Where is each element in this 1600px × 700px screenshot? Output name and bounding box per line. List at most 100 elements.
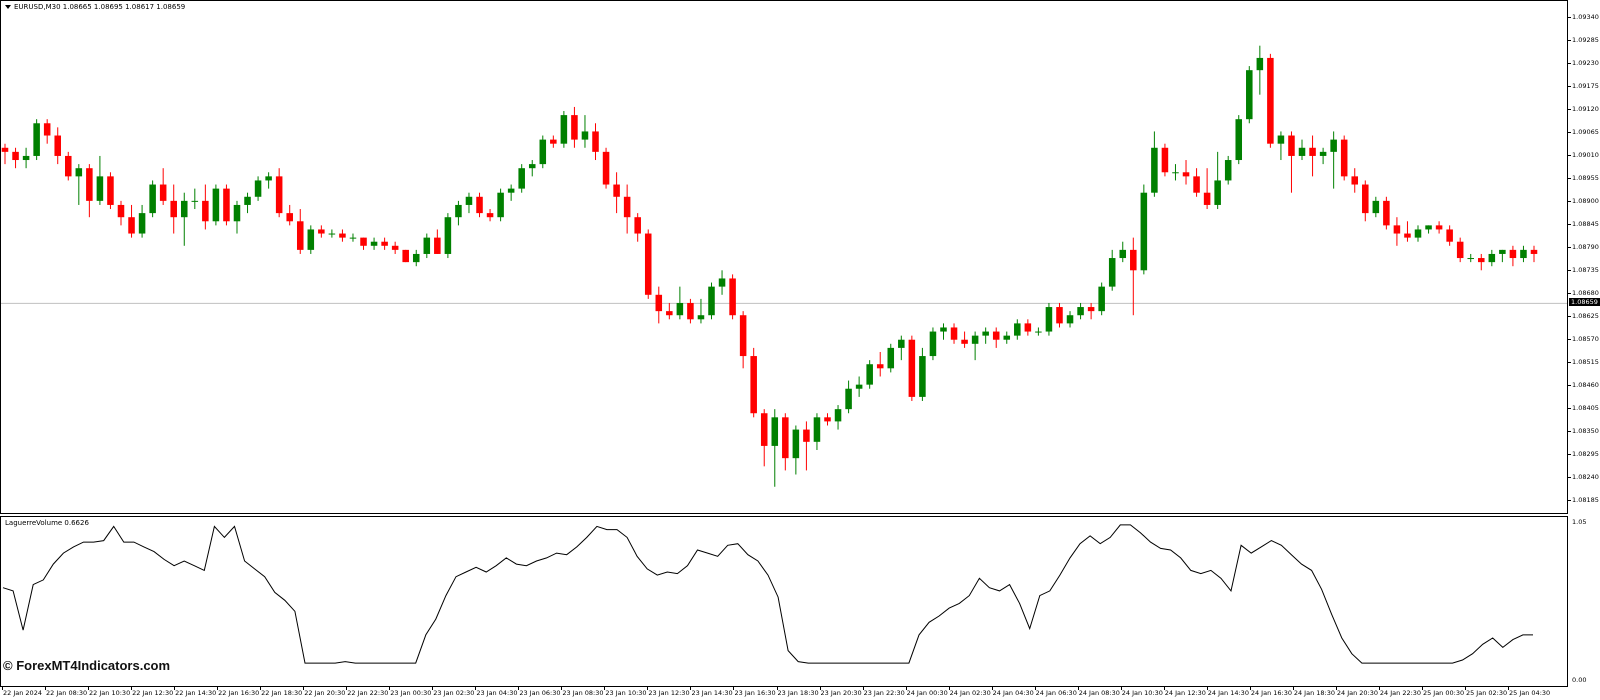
bull-candle-body (455, 204, 462, 218)
time-tick (1421, 687, 1423, 690)
candle (370, 237, 378, 250)
candle (244, 192, 251, 214)
bear-candle-body (1203, 192, 1211, 205)
candle (771, 409, 779, 487)
price-tick-label: 1.08515 (1572, 358, 1599, 366)
time-tick (776, 687, 778, 690)
time-tick-label: 22 Jan 14:30 (175, 689, 217, 697)
candle (528, 160, 536, 177)
candlestick-chart[interactable] (1, 1, 1567, 513)
bull-candle-body (1235, 119, 1243, 161)
bear-candle-body (1267, 57, 1274, 144)
bear-candle-body (1446, 229, 1453, 242)
bear-candle-body (571, 115, 578, 140)
candle (465, 192, 473, 214)
bear-candle-body (876, 364, 884, 369)
candle (1066, 311, 1074, 328)
bear-candle-body (318, 229, 325, 234)
candle (1140, 184, 1148, 275)
candle (834, 405, 842, 430)
candle (1520, 245, 1527, 263)
time-tick-label: 23 Jan 16:30 (734, 689, 776, 697)
candle (655, 286, 663, 324)
candle (1319, 147, 1327, 165)
bear-candle-body (86, 168, 93, 201)
bull-candle-body (528, 164, 536, 169)
time-tick (1120, 687, 1122, 690)
bull-candle-body (212, 188, 220, 222)
price-tick-label: 1.08350 (1572, 427, 1599, 435)
bear-candle-body (666, 311, 673, 316)
bull-candle-body (1224, 160, 1232, 181)
bull-candle-body (813, 417, 821, 442)
laguerre-volume-line-chart[interactable] (1, 517, 1567, 686)
bear-candle-body (170, 200, 177, 218)
candle (708, 282, 715, 320)
candle (1277, 131, 1285, 161)
price-tick-label: 1.08570 (1572, 335, 1599, 343)
price-tick (1568, 408, 1571, 409)
price-axis[interactable]: 1.05 0.00 1.08659 1.09340 1.09285 1.09230 1… (1568, 0, 1600, 687)
bear-candle-body (65, 155, 72, 177)
price-tick (1568, 247, 1571, 248)
bear-candle-body (223, 188, 230, 222)
bear-candle-body (54, 135, 61, 156)
bull-candle-body (1488, 253, 1496, 263)
candle (170, 184, 177, 234)
price-tick-label: 1.08625 (1572, 312, 1599, 320)
bear-candle-body (339, 233, 346, 238)
candle (191, 188, 199, 210)
bull-candle-body (1277, 135, 1285, 144)
time-tick-label: 23 Jan 22:30 (863, 689, 905, 697)
bear-candle-body (1509, 249, 1517, 259)
bear-candle-body (296, 221, 304, 250)
bear-candle-body (644, 233, 652, 295)
bull-candle-body (539, 139, 547, 165)
main-chart-title: EURUSD,M30 1.08665 1.08695 1.08617 1.086… (5, 3, 185, 12)
candle (159, 168, 167, 205)
candle (1383, 196, 1390, 230)
bear-candle-body (824, 417, 831, 422)
candle (845, 380, 852, 414)
indicator-pane[interactable]: LaguerreVolume 0.6626 (0, 516, 1568, 687)
indicator-axis-bottom-label: 0.00 (1572, 676, 1587, 684)
time-tick-label: 24 Jan 18:30 (1293, 689, 1335, 697)
time-tick-label: 22 Jan 12:30 (132, 689, 174, 697)
candle (476, 192, 483, 218)
time-tick (260, 687, 262, 690)
price-tick (1568, 362, 1571, 363)
candle (1077, 302, 1084, 320)
symbol-info-label: EURUSD,M30 1.08665 1.08695 1.08617 1.086… (14, 3, 186, 11)
time-tick (819, 687, 821, 690)
main-chart-pane[interactable]: EURUSD,M30 1.08665 1.08695 1.08617 1.086… (0, 0, 1568, 514)
time-tick-label: 23 Jan 00:30 (390, 689, 432, 697)
price-tick-label: 1.08790 (1572, 243, 1599, 251)
bull-candle-body (370, 241, 378, 246)
candle (1024, 319, 1032, 336)
time-axis[interactable]: 22 Jan 2024 22 Jan 08:30 22 Jan 10:30 22 Ja… (0, 687, 1568, 700)
bull-candle-body (1066, 315, 1074, 324)
bull-candle-body (1467, 258, 1474, 260)
time-tick (303, 687, 305, 690)
bear-candle-body (117, 204, 125, 218)
bear-candle-body (1161, 147, 1169, 173)
candle (307, 225, 315, 254)
candle (1108, 249, 1116, 291)
time-tick (1335, 687, 1337, 690)
bull-candle-body (265, 176, 272, 181)
candle (22, 147, 30, 169)
time-tick (647, 687, 649, 690)
candle (792, 425, 800, 475)
dropdown-triangle-icon[interactable] (5, 5, 11, 9)
bull-candle-body (254, 180, 262, 197)
candle (1362, 180, 1369, 222)
candle (908, 335, 916, 401)
candle (318, 225, 325, 238)
candle (1235, 115, 1243, 165)
candle (1214, 151, 1221, 210)
candle (1372, 196, 1380, 218)
time-tick-label: 22 Jan 10:30 (89, 689, 131, 697)
bear-candle-body (1383, 200, 1390, 226)
bear-candle-body (760, 413, 768, 446)
candle (739, 311, 747, 369)
